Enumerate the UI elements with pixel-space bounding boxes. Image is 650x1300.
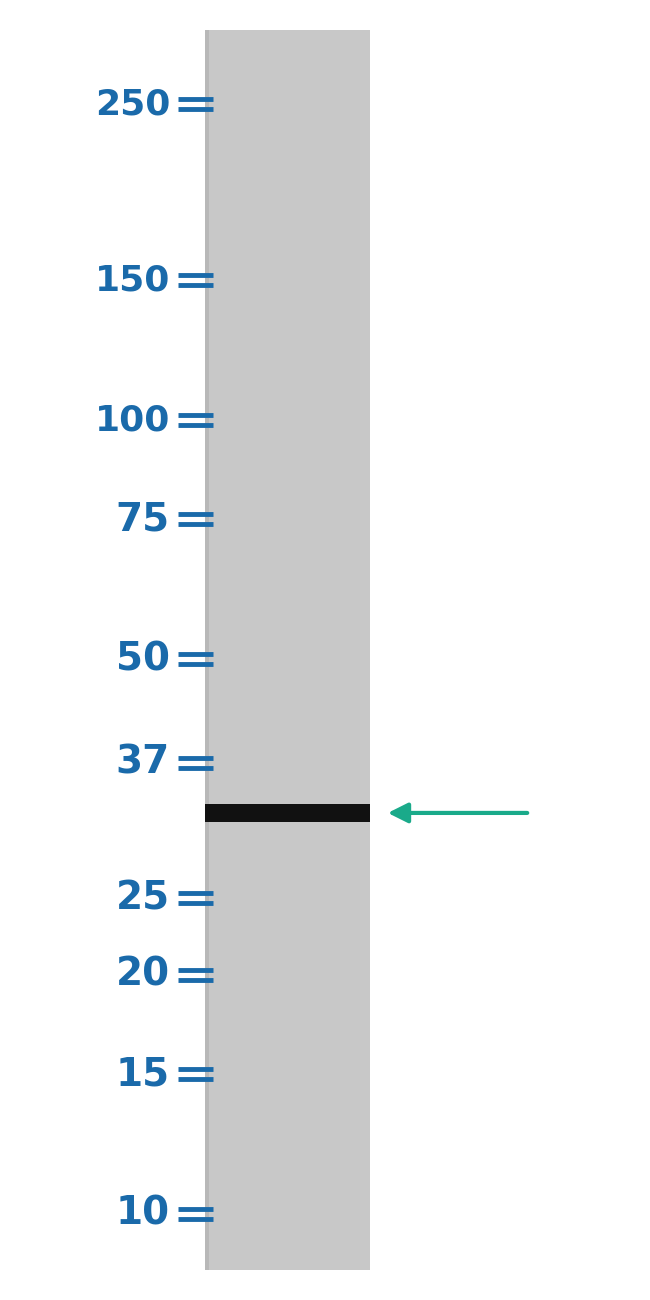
Text: 100: 100 — [95, 403, 170, 437]
Bar — [205, 30, 209, 1270]
Bar — [205, 30, 370, 1270]
Text: 250: 250 — [95, 87, 170, 121]
Text: 75: 75 — [116, 500, 170, 538]
Text: 37: 37 — [116, 744, 170, 781]
Text: 20: 20 — [116, 956, 170, 994]
Text: 50: 50 — [116, 640, 170, 679]
Text: 15: 15 — [116, 1056, 170, 1093]
Bar — [205, 803, 370, 822]
Text: 150: 150 — [95, 264, 170, 298]
Text: 25: 25 — [116, 879, 170, 916]
Text: 10: 10 — [116, 1195, 170, 1232]
